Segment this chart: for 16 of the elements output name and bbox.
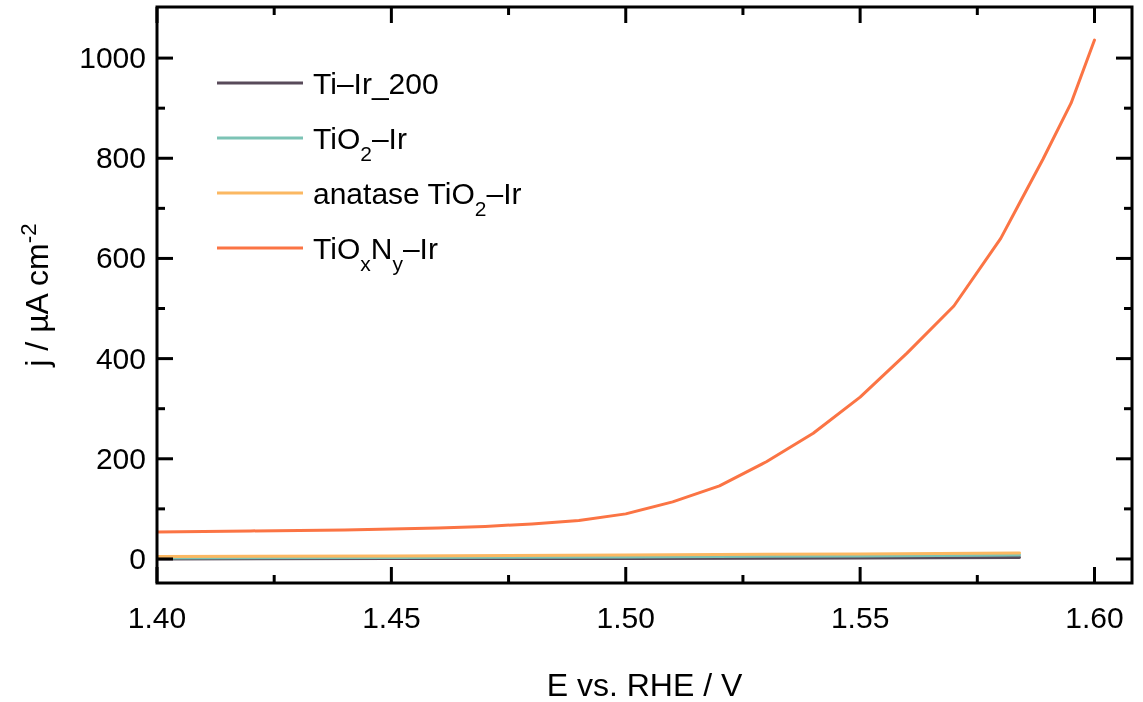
legend-label: Ti–Ir_200 <box>313 67 439 100</box>
x-tick-label: 1.40 <box>127 601 187 634</box>
y-tick-label: 1000 <box>79 41 146 75</box>
x-tick-label: 1.50 <box>596 601 655 634</box>
x-tick-label: 1.60 <box>1065 601 1124 634</box>
y-tick-label: 600 <box>95 241 146 275</box>
x-tick-label: 1.45 <box>362 601 421 634</box>
legend-label: TiO$_{x}$N$_{y}$–Ir <box>313 232 438 275</box>
x-axis-title: E vs. RHE / V <box>546 667 743 702</box>
legend-label: anatase TiO$_{2}$–Ir <box>313 177 522 220</box>
y-tick-label: 0 <box>129 541 146 575</box>
y-tick-label: 200 <box>95 441 146 475</box>
y-tick-label: 800 <box>95 141 146 175</box>
x-tick-label: 1.55 <box>830 601 890 634</box>
y-tick-label: 400 <box>95 341 146 375</box>
legend-label: TiO$_{2}$–Ir <box>313 122 407 165</box>
